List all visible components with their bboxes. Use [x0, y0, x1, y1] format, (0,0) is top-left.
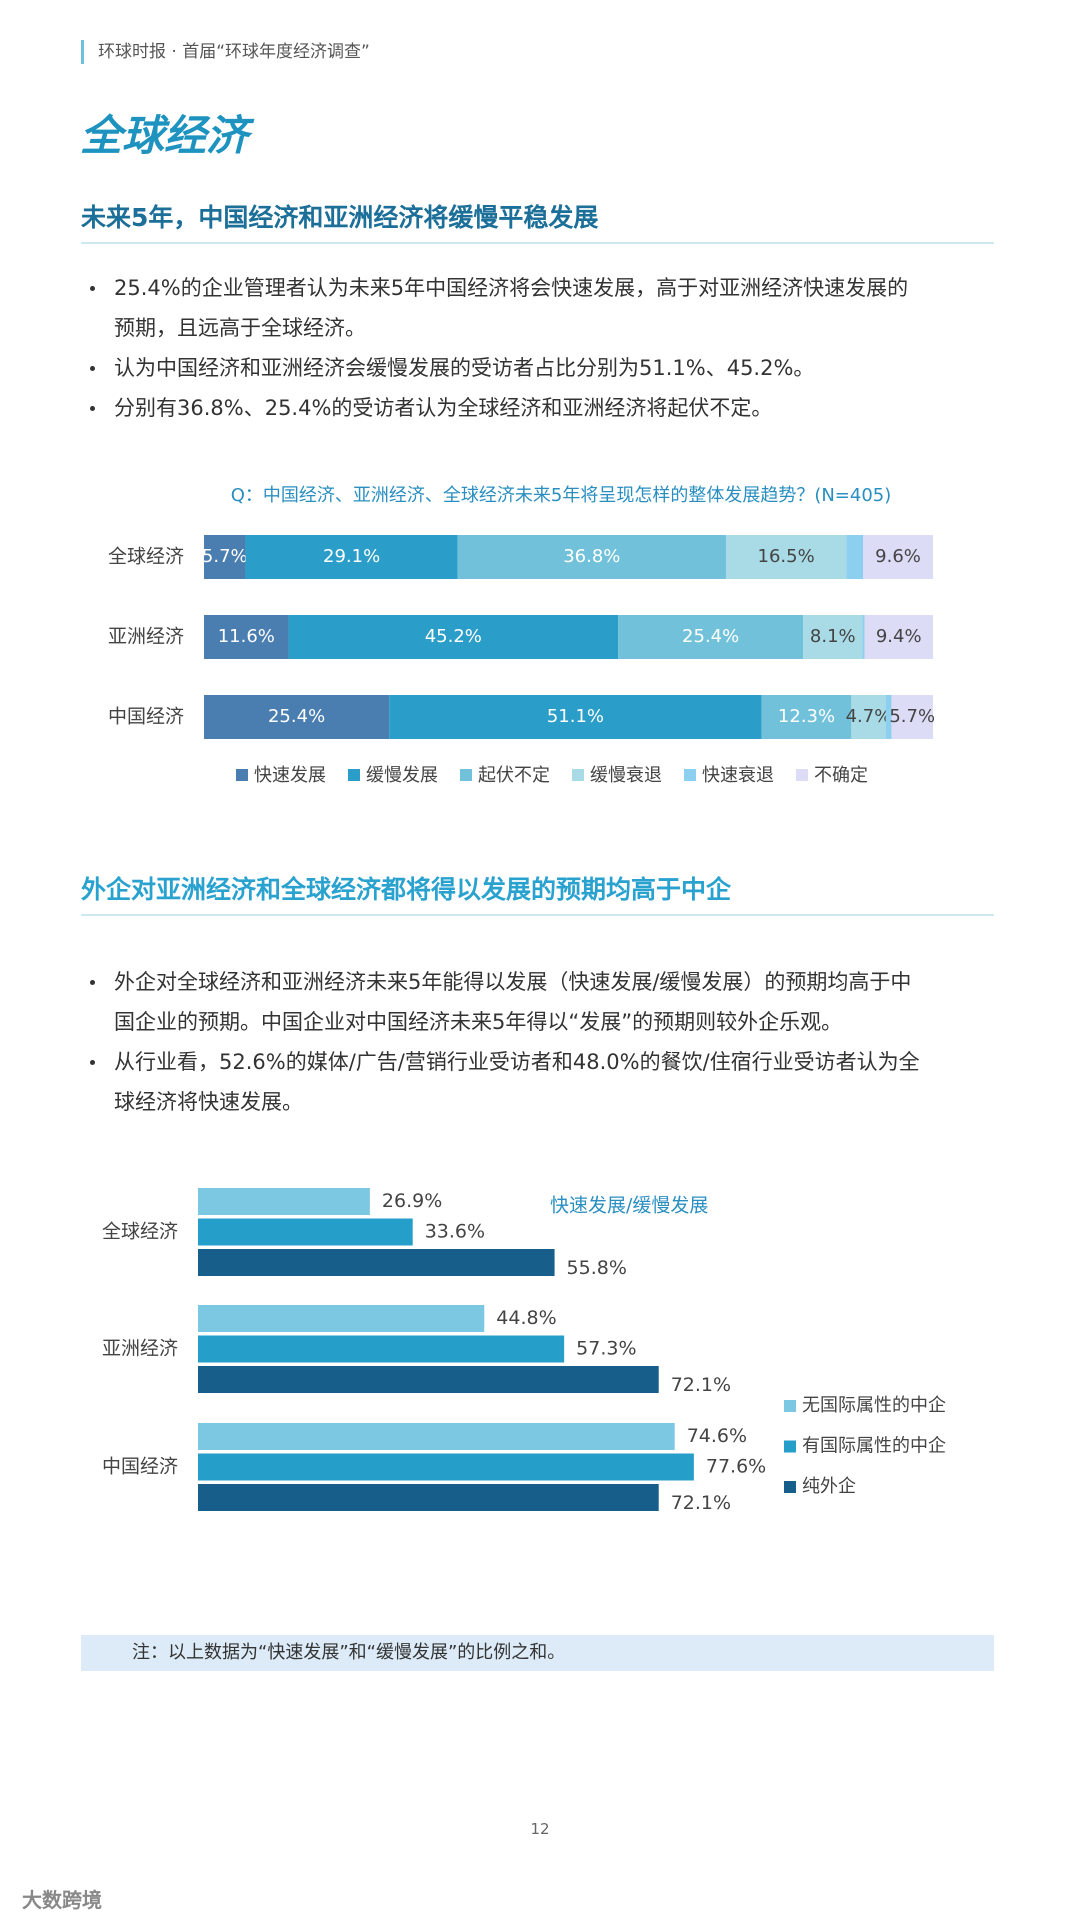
- bullet: 从行业看，52.6%的媒体/广告/营销行业受访者和48.0%的餐饮/住宿行业受访…: [88, 1042, 928, 1122]
- category-label: 全球经济: [108, 546, 184, 568]
- value-label: 26.9%: [382, 1190, 442, 1212]
- bar: [198, 1423, 675, 1450]
- bar: [198, 1305, 485, 1332]
- bar-segment: [204, 615, 289, 659]
- value-label: 57.3%: [576, 1338, 636, 1360]
- legend-swatch: [796, 769, 808, 781]
- bullet-list: 外企对全球经济和亚洲经济未来5年能得以发展（快速发展/缓慢发展）的预期均高于中国…: [88, 962, 928, 1122]
- bar-segment: [885, 695, 892, 739]
- legend-swatch: [572, 769, 584, 781]
- category-label: 亚洲经济: [102, 1338, 178, 1360]
- value-label: 77.6%: [706, 1456, 766, 1478]
- bar-segment: [864, 615, 933, 659]
- value-label: 44.8%: [496, 1307, 556, 1329]
- bar-segment: [761, 695, 852, 739]
- legend-swatch: [348, 769, 360, 781]
- value-label: 5.7%: [889, 706, 935, 727]
- legend-swatch: [460, 769, 472, 781]
- bar: [198, 1249, 555, 1276]
- bar-segment: [891, 695, 933, 739]
- legend-swatch: [784, 1481, 796, 1493]
- note: 注：以上数据为“快速发展”和“缓慢发展”的比例之和。: [132, 1642, 566, 1663]
- bar-segment: [862, 615, 865, 659]
- value-label: 74.6%: [687, 1425, 747, 1447]
- legend-label: 有国际属性的中企: [802, 1436, 946, 1457]
- bar: [198, 1453, 694, 1481]
- value-label: 12.3%: [778, 706, 835, 727]
- value-label: 9.6%: [875, 546, 921, 567]
- value-label: 51.1%: [547, 706, 604, 727]
- category-label: 中国经济: [102, 1456, 178, 1478]
- bar-segment: [389, 695, 762, 739]
- bullet: 外企对全球经济和亚洲经济未来5年能得以发展（快速发展/缓慢发展）的预期均高于中国…: [88, 962, 928, 1042]
- bar-segment: [618, 615, 804, 659]
- value-label: 9.4%: [876, 626, 922, 647]
- legend-label: 起伏不定: [478, 765, 550, 786]
- value-label: 45.2%: [425, 626, 482, 647]
- category-label: 中国经济: [108, 706, 184, 728]
- legend-label: 缓慢发展: [366, 765, 438, 786]
- chart-title: Q：中国经济、亚洲经济、全球经济未来5年将呈现怎样的整体发展趋势？(N=405): [231, 485, 892, 506]
- legend-label: 快速衰退: [702, 765, 774, 786]
- category-label: 亚洲经济: [108, 626, 184, 648]
- legend-label: 无国际属性的中企: [802, 1395, 946, 1416]
- bar: [198, 1484, 659, 1511]
- value-label: 55.8%: [567, 1257, 627, 1279]
- bullet: 25.4%的企业管理者认为未来5年中国经济将会快速发展，高于对亚洲经济快速发展的…: [88, 268, 928, 348]
- value-label: 33.6%: [425, 1221, 485, 1243]
- bar: [198, 1188, 370, 1215]
- note-box: 注：以上数据为“快速发展”和“缓慢发展”的比例之和。: [81, 1635, 994, 1671]
- value-label: 25.4%: [268, 706, 325, 727]
- value-label: 5.7%: [202, 546, 248, 567]
- legend-label: 不确定: [814, 765, 868, 786]
- legend-swatch: [784, 1440, 796, 1453]
- bar-segment: [204, 695, 390, 739]
- legend-label: 快速发展: [254, 765, 326, 786]
- bar: [198, 1366, 659, 1393]
- bar-segment: [245, 535, 458, 579]
- value-label: 16.5%: [758, 546, 815, 567]
- bar-segment: [863, 535, 933, 579]
- bar-segment: [457, 535, 726, 579]
- category-label: 全球经济: [102, 1221, 178, 1243]
- header-source: 环球时报 · 首届“环球年度经济调查”: [81, 40, 370, 64]
- bar: [198, 1218, 413, 1246]
- bullet: 认为中国经济和亚洲经济会缓慢发展的受访者占比分别为51.1%、45.2%。: [88, 348, 928, 388]
- bar-segment: [288, 615, 619, 659]
- chart-subtitle: 快速发展/缓慢发展: [550, 1195, 708, 1217]
- bullet-list: 25.4%的企业管理者认为未来5年中国经济将会快速发展，高于对亚洲经济快速发展的…: [88, 268, 928, 428]
- section-heading: 外企对亚洲经济和全球经济都将得以发展的预期均高于中企: [81, 870, 994, 916]
- value-label: 4.7%: [846, 706, 892, 727]
- value-label: 29.1%: [323, 546, 380, 567]
- legend-swatch: [684, 769, 696, 781]
- legend-label: 缓慢衰退: [590, 765, 662, 786]
- bar-segment: [846, 535, 864, 579]
- legend-label: 纯外企: [802, 1476, 856, 1497]
- value-label: 72.1%: [671, 1374, 731, 1396]
- bar-segment: [725, 535, 847, 579]
- footer-brand: 大数跨境: [22, 1888, 102, 1912]
- bar-segment: [803, 615, 863, 659]
- value-label: 25.4%: [682, 626, 739, 647]
- legend-swatch: [236, 769, 248, 781]
- bar: [198, 1335, 565, 1363]
- bar-segment: [851, 695, 886, 739]
- value-label: 11.6%: [218, 626, 275, 647]
- value-label: 72.1%: [671, 1492, 731, 1514]
- bar-segment: [204, 535, 246, 579]
- page-title: 全球经济: [80, 111, 249, 160]
- bullet: 分别有36.8%、25.4%的受访者认为全球经济和亚洲经济将起伏不定。: [88, 388, 928, 428]
- value-label: 8.1%: [810, 626, 856, 647]
- legend-swatch: [784, 1400, 796, 1412]
- page-number: 12: [530, 1820, 550, 1838]
- section-heading: 未来5年，中国经济和亚洲经济将缓慢平稳发展: [81, 198, 994, 244]
- value-label: 36.8%: [563, 546, 620, 567]
